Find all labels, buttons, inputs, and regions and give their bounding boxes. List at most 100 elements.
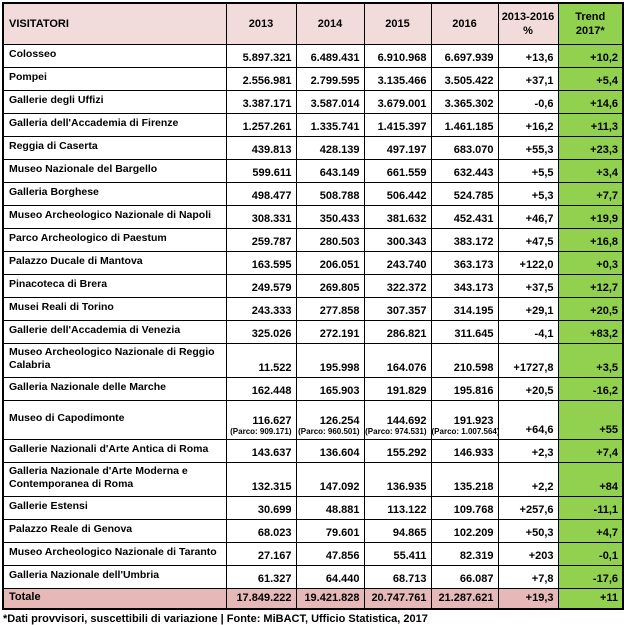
museum-name-cell: Pompei [2, 66, 227, 91]
parco-subvalue: (Parco: 974.531) [365, 426, 427, 436]
museum-name-cell: Colosseo [2, 43, 227, 68]
year-value: 6.489.431 [310, 51, 360, 64]
table-row: Pinacoteca di Brera 249.579 269.805 322.372… [2, 273, 624, 298]
year-value-cell: 286.821 [363, 319, 432, 344]
year-value-cell: 6.489.431 [295, 43, 365, 68]
header-pct-change: 2013-2016 % [497, 2, 559, 45]
year-value: 195.816 [453, 384, 494, 397]
year-value-cell: 1.257.261 [225, 112, 297, 137]
table-row: Galleria Nazionale dell'Umbria 61.327 64.4… [2, 564, 624, 589]
year-value-cell: 146.933 [430, 438, 499, 463]
year-value-cell: 19.421.828 [295, 587, 365, 610]
trend-2017-cell: +14,6 [557, 89, 624, 114]
year-value: 243.740 [386, 258, 427, 271]
year-value-cell: 277.858 [295, 296, 365, 321]
museum-name-cell: Museo Archeologico Nazionale di Napoli [2, 204, 227, 229]
year-value-cell: 3.505.422 [430, 66, 499, 91]
year-value: 381.632 [386, 212, 427, 225]
year-value: 322.372 [386, 281, 427, 294]
year-value-cell: 428.139 [295, 135, 365, 160]
trend-2017-cell: +20,5 [557, 296, 624, 321]
year-value-cell: 20.747.761 [363, 587, 432, 610]
year-value-cell: 343.173 [430, 273, 499, 298]
table-row: Museo Archeologico Nazionale di Napoli 30… [2, 204, 624, 229]
table-row: Palazzo Reale di Genova 68.023 79.601 94.86… [2, 518, 624, 543]
header-row: VISITATORI 2013 2014 2015 2016 2013-2016 % Tr… [2, 2, 624, 45]
year-value: 363.173 [453, 258, 494, 271]
year-value: 439.813 [251, 143, 292, 156]
year-value: 155.292 [386, 446, 427, 459]
year-value-cell: 1.415.397 [363, 112, 432, 137]
museum-name-cell: Galleria Nazionale dell'Umbria [2, 564, 227, 589]
year-value: 61.327 [257, 572, 292, 585]
museum-name-cell: Musei Reali di Torino [2, 296, 227, 321]
year-value-cell: 325.026 [225, 319, 297, 344]
year-value: 343.173 [453, 281, 494, 294]
year-value: 48.881 [325, 503, 360, 516]
year-value-cell: 249.579 [225, 273, 297, 298]
year-value-cell: 94.865 [363, 518, 432, 543]
year-value: 82.319 [459, 549, 494, 562]
museum-name-cell: Palazzo Reale di Genova [2, 518, 227, 543]
year-value-cell: 363.173 [430, 250, 499, 275]
year-value-cell: 1.335.741 [295, 112, 365, 137]
pct-change-cell: +13,6 [497, 43, 559, 68]
year-value: 147.092 [319, 480, 360, 493]
year-value-cell: 497.197 [363, 135, 432, 160]
year-value-cell: 68.023 [225, 518, 297, 543]
year-value: 195.998 [319, 361, 360, 374]
year-value: 165.903 [319, 384, 360, 397]
pct-change-cell: +64,6 [497, 399, 559, 440]
year-value: 135.218 [453, 480, 494, 493]
year-value-cell: 308.331 [225, 204, 297, 229]
table-row: Galleria Borghese 498.477 508.788 506.442 52… [2, 181, 624, 206]
year-value-cell: 383.172 [430, 227, 499, 252]
year-value: 163.595 [251, 258, 292, 271]
pct-change-cell: +37,1 [497, 66, 559, 91]
year-value: 30.699 [257, 503, 292, 516]
year-value-cell: 3.387.171 [225, 89, 297, 114]
year-value: 506.442 [386, 189, 427, 202]
trend-2017-cell: +10,2 [557, 43, 624, 68]
year-value: 6.910.968 [377, 51, 427, 64]
year-value: 164.076 [386, 361, 427, 374]
year-value-cell: 163.595 [225, 250, 297, 275]
museum-name-cell: Gallerie Nazionali d'Arte Antica di Roma [2, 438, 227, 463]
year-value-cell: 27.167 [225, 541, 297, 566]
year-value: 524.785 [453, 189, 494, 202]
year-value-cell: 126.254 (Parco: 960.501) [295, 399, 365, 440]
year-value: 3.505.422 [444, 74, 494, 87]
museum-name-cell: Galleria Borghese [2, 181, 227, 206]
year-value: 277.858 [319, 304, 360, 317]
parco-subvalue: (Parco: 909.171) [230, 426, 292, 436]
table-row: Gallerie Nazionali d'Arte Antica di Roma… [2, 438, 624, 463]
year-value: 102.209 [453, 526, 494, 539]
pct-change-cell: +2,2 [497, 461, 559, 497]
trend-2017-cell: +19,9 [557, 204, 624, 229]
year-value: 162.448 [251, 384, 292, 397]
year-value-cell: 165.903 [295, 376, 365, 401]
pct-change-cell: +19,3 [497, 587, 559, 610]
year-value-cell: 195.816 [430, 376, 499, 401]
museum-name-cell: Gallerie degli Uffizi [2, 89, 227, 114]
year-value-cell: 269.805 [295, 273, 365, 298]
visitors-table: VISITATORI 2013 2014 2015 2016 2013-2016 % Tr… [2, 2, 624, 610]
pct-change-cell: -4,1 [497, 319, 559, 344]
year-value: 116.627 [252, 414, 292, 427]
pct-change-cell: +1727,8 [497, 342, 559, 378]
year-value: 79.601 [325, 526, 360, 539]
year-value-cell: 47.856 [295, 541, 365, 566]
year-value: 3.135.466 [377, 74, 427, 87]
year-value-cell: 68.713 [363, 564, 432, 589]
year-value: 498.477 [251, 189, 292, 202]
year-value-cell: 506.442 [363, 181, 432, 206]
year-value-cell: 599.611 [225, 158, 297, 183]
year-value-cell: 350.433 [295, 204, 365, 229]
year-value: 243.333 [251, 304, 292, 317]
year-value: 66.087 [459, 572, 494, 585]
year-value: 210.598 [453, 361, 494, 374]
table-row: Museo di Capodimonte 116.627 (Parco: 909.1… [2, 399, 624, 440]
pct-change-cell: +50,3 [497, 518, 559, 543]
year-value: 280.503 [319, 235, 360, 248]
